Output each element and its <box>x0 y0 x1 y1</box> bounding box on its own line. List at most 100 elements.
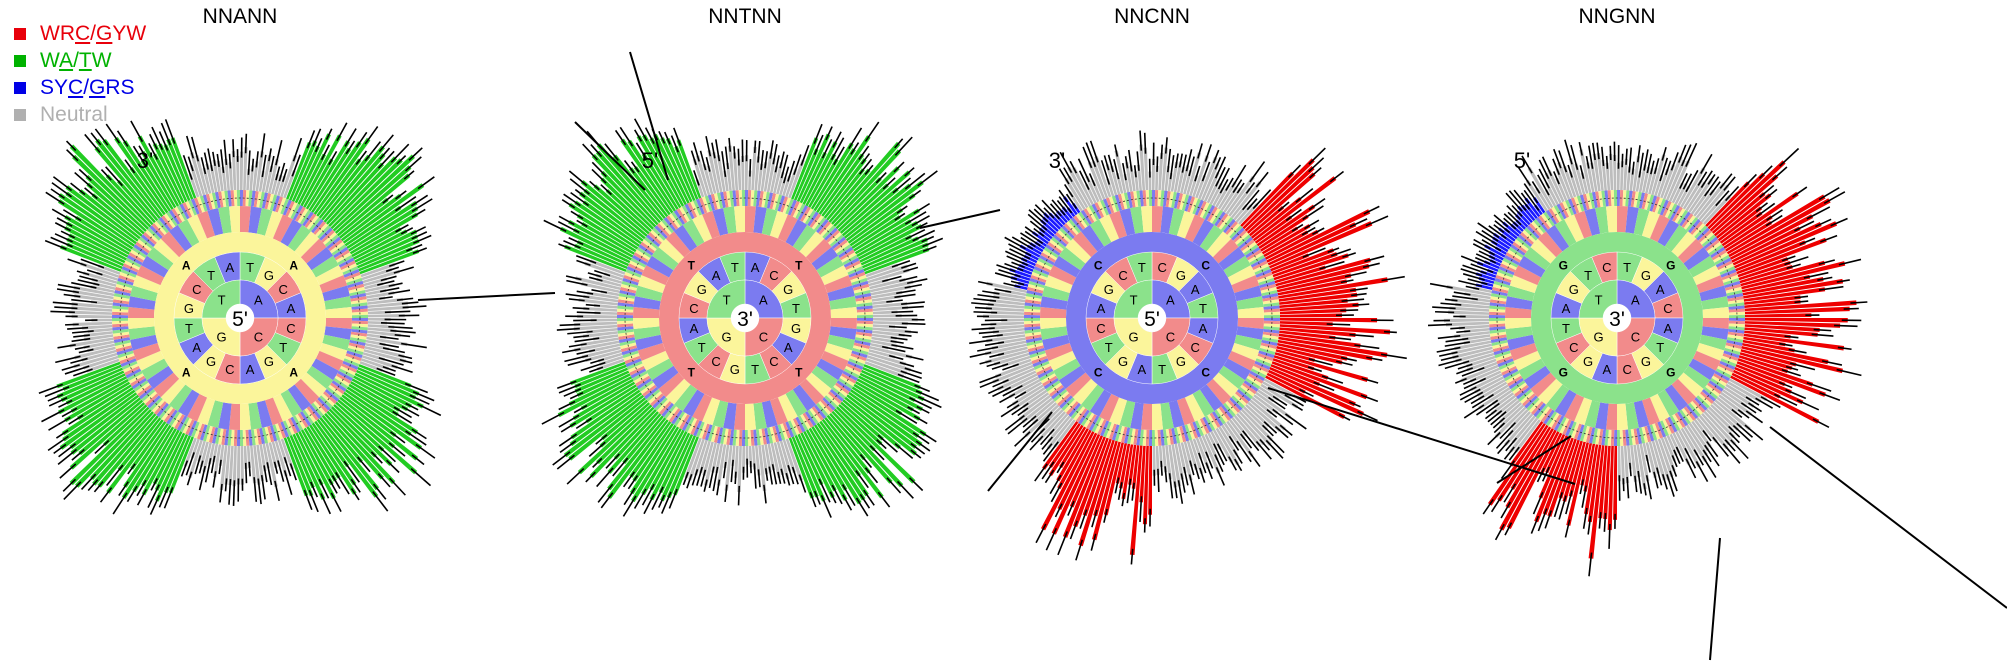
whisker <box>1850 301 1868 304</box>
whisker <box>73 334 90 338</box>
ring5-segment <box>308 217 322 232</box>
ring5-segment <box>1152 190 1156 207</box>
histogram-bar <box>346 386 419 435</box>
legend-swatch-syc <box>14 81 26 94</box>
whisker <box>388 260 405 268</box>
ring4-segment <box>294 231 320 258</box>
histogram-bar <box>607 419 669 499</box>
whisker <box>787 160 796 182</box>
histogram-bar <box>1094 156 1112 198</box>
whisker <box>1167 148 1172 173</box>
whisker <box>400 227 414 235</box>
ring5-segment <box>741 190 745 207</box>
ring4-segment <box>646 255 674 278</box>
nucleotide-label: A <box>1562 301 1571 316</box>
ring4-segment <box>1152 206 1163 233</box>
whisker <box>1748 402 1763 413</box>
whisker <box>700 469 707 487</box>
whisker <box>1781 255 1796 262</box>
histogram-bar <box>823 168 865 219</box>
histogram-bar <box>867 268 910 284</box>
histogram-bar <box>791 436 819 498</box>
whisker <box>908 189 922 200</box>
whisker <box>1214 157 1222 170</box>
whisker <box>50 236 73 248</box>
whisker <box>1709 181 1721 196</box>
whisker <box>1245 182 1256 194</box>
whisker <box>50 188 65 199</box>
whisker <box>1042 441 1059 462</box>
whisker <box>1553 492 1564 518</box>
ring5-segment <box>687 202 698 218</box>
ring4-segment <box>1595 402 1609 430</box>
histogram-bar <box>1744 300 1857 312</box>
whisker <box>1340 356 1357 362</box>
histogram-bar <box>1579 149 1592 194</box>
histogram-bar <box>1067 175 1089 209</box>
whisker <box>1450 326 1465 330</box>
histogram-bar <box>123 423 169 488</box>
whisker <box>558 215 575 226</box>
outer-end-label: 5' <box>1514 148 1530 173</box>
ring5-segment <box>1522 393 1536 407</box>
whisker <box>56 217 73 227</box>
histogram-bar <box>1279 298 1348 308</box>
whisker <box>1342 252 1356 258</box>
ring5-segment <box>618 293 636 299</box>
error-whiskers <box>969 130 1407 565</box>
ring5-segment <box>1240 239 1255 252</box>
histogram-bar <box>82 271 118 284</box>
histogram-bar <box>1719 211 1763 244</box>
histogram-bar <box>1200 163 1220 201</box>
histogram-bar <box>1660 437 1676 472</box>
ring4-segment <box>141 358 169 381</box>
histogram-bar <box>1198 156 1218 200</box>
histogram-bar <box>725 162 732 191</box>
ring4-segment <box>272 214 293 243</box>
whisker <box>904 330 918 334</box>
histogram-bar <box>1648 167 1658 195</box>
whisker <box>1513 189 1531 210</box>
whisker <box>1114 477 1120 494</box>
histogram-bar <box>1547 169 1565 203</box>
ring-guide <box>1031 197 1273 439</box>
histogram-bar <box>1057 429 1092 490</box>
ring5-segment <box>1234 232 1249 245</box>
whisker <box>1327 247 1340 253</box>
histogram-bar <box>1195 437 1210 469</box>
whisker <box>210 455 216 474</box>
ring5-segment <box>1025 293 1043 299</box>
ring5-segment <box>620 283 638 291</box>
histogram-bar <box>871 294 901 302</box>
ring5-segment <box>839 375 855 387</box>
histogram-bar <box>65 221 129 258</box>
whisker <box>1653 471 1659 489</box>
ring4-segment <box>218 206 232 234</box>
ring5-segment <box>324 389 339 402</box>
whisker <box>1823 191 1846 204</box>
histogram-bar <box>1698 184 1729 221</box>
ring5-segment <box>1604 429 1609 446</box>
legend-item-neutral: Neutral <box>14 101 146 128</box>
ring5-segment <box>1229 397 1243 411</box>
ring5-segment <box>635 249 651 261</box>
histogram-bar <box>1051 433 1101 535</box>
histogram-bar <box>1574 163 1586 195</box>
histogram-bar <box>71 302 113 309</box>
ring5-segment <box>617 305 634 310</box>
whisker <box>891 260 911 268</box>
histogram-bar <box>684 437 702 479</box>
histogram-bar <box>84 334 114 342</box>
whisker <box>1263 421 1278 434</box>
histogram-bar <box>70 397 142 455</box>
whisker <box>1039 428 1055 446</box>
whisker <box>757 469 761 488</box>
histogram-bar <box>1732 222 1822 266</box>
histogram-bar <box>1155 165 1159 191</box>
histogram-bar <box>1225 176 1255 215</box>
histogram-bar <box>649 431 688 501</box>
whisker <box>1277 201 1290 212</box>
ring5-segment <box>1209 412 1221 428</box>
whisker <box>182 154 193 180</box>
ring5-segment <box>698 422 708 439</box>
